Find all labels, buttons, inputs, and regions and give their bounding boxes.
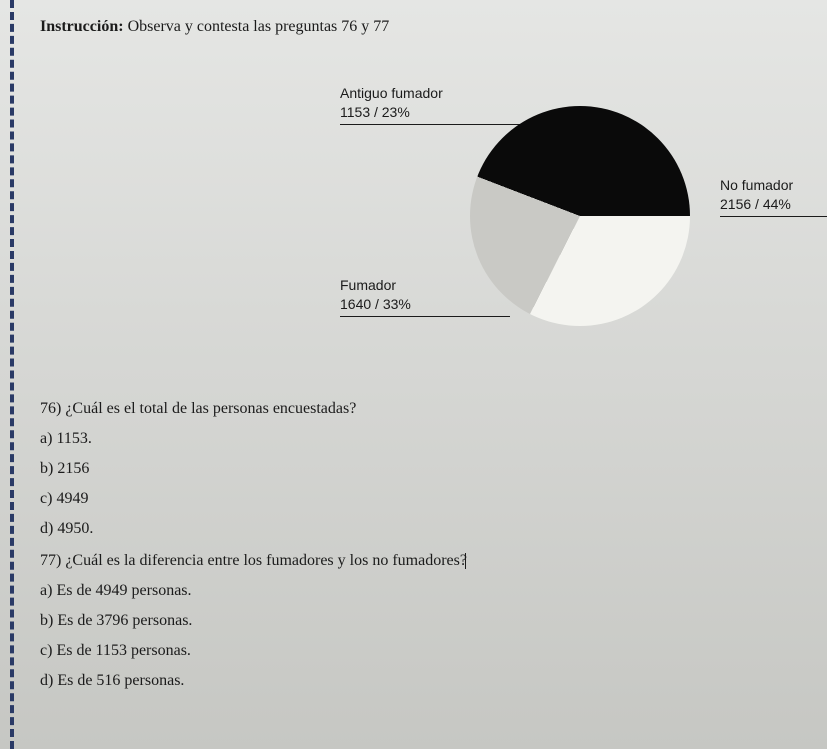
option-text: 2156 [53,460,89,477]
pie-chart [470,106,690,326]
pie-label-title: Antiguo fumador [340,85,443,101]
pie-label-value: 2156 / 44% [720,195,827,217]
option-letter: a) [40,430,52,447]
option-letter: c) [40,490,52,507]
option-letter: d) [40,672,53,689]
pie-disc [470,106,690,326]
question-text: ¿Cuál es el total de las personas encues… [61,400,356,417]
question-77-options: a) Es de 4949 personas. b) Es de 3796 pe… [40,582,807,690]
instruction-label: Instrucción: [40,18,124,35]
question-76: 76) ¿Cuál es el total de las personas en… [40,400,807,418]
option-text: Es de 516 personas. [53,672,184,689]
option-77-a: a) Es de 4949 personas. [40,582,807,600]
option-77-c: c) Es de 1153 personas. [40,642,807,660]
option-76-c: c) 4949 [40,490,807,508]
option-77-b: b) Es de 3796 personas. [40,612,807,630]
option-text: Es de 1153 personas. [52,642,191,659]
question-text: ¿Cuál es la diferencia entre los fumador… [61,552,467,569]
option-76-d: d) 4950. [40,520,807,538]
instruction-line: Instrucción: Observa y contesta las preg… [40,18,807,36]
text-cursor-icon [465,553,466,569]
pie-label-title: No fumador [720,177,793,193]
option-76-b: b) 2156 [40,460,807,478]
instruction-text: Observa y contesta las preguntas 76 y 77 [124,18,390,35]
pie-chart-area: Antiguo fumador 1153 / 23% No fumador 21… [40,66,807,386]
question-number: 76) [40,400,61,417]
option-text: Es de 3796 personas. [53,612,192,629]
pie-label-no-fumador: No fumador 2156 / 44% [720,176,827,217]
option-letter: c) [40,642,52,659]
option-text: 4950. [53,520,93,537]
option-text: 4949 [52,490,88,507]
questions-block: 76) ¿Cuál es el total de las personas en… [40,400,807,690]
question-77: 77) ¿Cuál es la diferencia entre los fum… [40,552,807,570]
question-76-options: a) 1153. b) 2156 c) 4949 d) 4950. [40,430,807,538]
option-letter: b) [40,612,53,629]
option-letter: b) [40,460,53,477]
option-text: 1153. [52,430,91,447]
option-text: Es de 4949 personas. [52,582,191,599]
option-letter: d) [40,520,53,537]
left-dashed-rule [10,0,14,749]
option-77-d: d) Es de 516 personas. [40,672,807,690]
pie-label-title: Fumador [340,277,396,293]
option-letter: a) [40,582,52,599]
worksheet-page: Instrucción: Observa y contesta las preg… [0,0,827,749]
option-76-a: a) 1153. [40,430,807,448]
question-number: 77) [40,552,61,569]
